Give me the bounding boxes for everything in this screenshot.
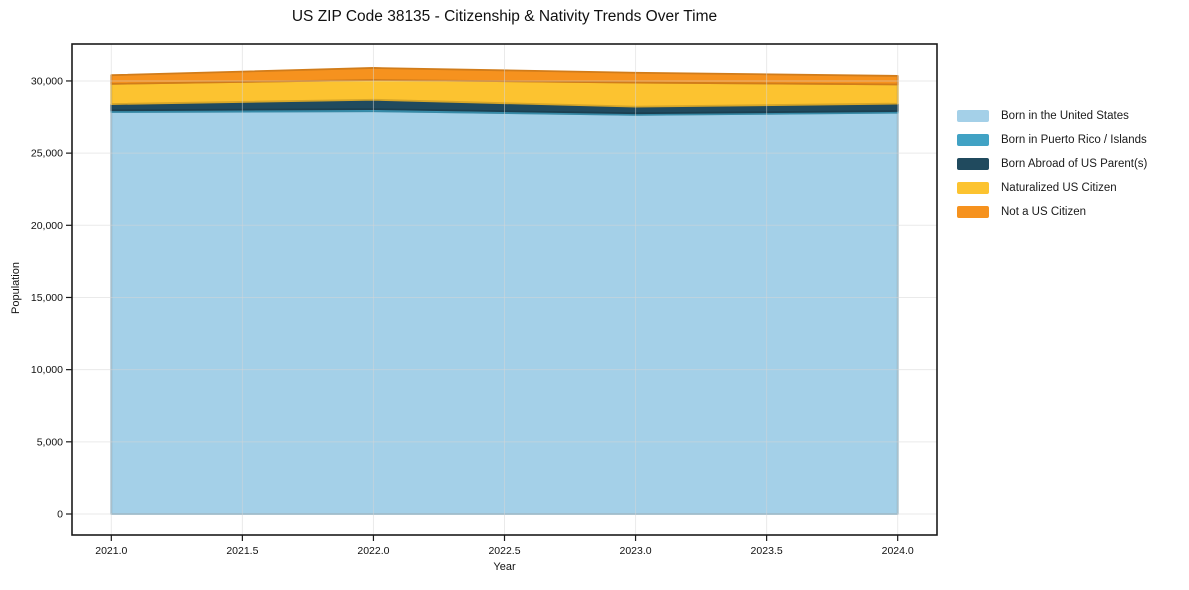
- legend-swatch-icon: [957, 182, 989, 194]
- legend-label: Born in the United States: [1001, 110, 1129, 122]
- x-axis-label: Year: [493, 561, 516, 573]
- x-tick-label-0: 2021.0: [95, 545, 127, 557]
- legend-item-2: Born Abroad of US Parent(s): [957, 152, 1147, 176]
- legend-label: Born Abroad of US Parent(s): [1001, 158, 1148, 170]
- legend-item-3: Naturalized US Citizen: [957, 176, 1147, 200]
- gridlines: [72, 44, 937, 535]
- y-axis-label: Population: [10, 262, 22, 314]
- legend-swatch-icon: [957, 134, 989, 146]
- legend-item-1: Born in Puerto Rico / Islands: [957, 128, 1147, 152]
- legend-label: Not a US Citizen: [1001, 206, 1087, 218]
- y-tick-label-1: 5,000: [37, 436, 63, 448]
- legend: Born in the United States Born in Puerto …: [957, 104, 1147, 224]
- y-tick-label-4: 20,000: [31, 220, 63, 232]
- legend-swatch-icon: [957, 206, 989, 218]
- x-tick-label-3: 2022.5: [488, 545, 520, 557]
- y-tick-label-0: 0: [57, 508, 63, 520]
- legend-item-4: Not a US Citizen: [957, 200, 1147, 224]
- legend-swatch-icon: [957, 158, 989, 170]
- legend-item-0: Born in the United States: [957, 104, 1147, 128]
- axis-ticks: 2021.0 2021.5 2022.0 2022.5 2023.0 2023.5 2024…: [31, 75, 914, 557]
- legend-label: Born in Puerto Rico / Islands: [1001, 134, 1147, 146]
- x-tick-label-4: 2023.0: [619, 545, 651, 557]
- x-tick-label-2: 2022.0: [357, 545, 389, 557]
- y-tick-label-5: 25,000: [31, 148, 63, 160]
- y-tick-label-6: 30,000: [31, 75, 63, 87]
- y-tick-label-2: 10,000: [31, 364, 63, 376]
- y-tick-label-3: 15,000: [31, 292, 63, 304]
- x-tick-label-1: 2021.5: [226, 545, 258, 557]
- x-tick-label-6: 2024.0: [882, 545, 914, 557]
- chart-title: US ZIP Code 38135 - Citizenship & Nativi…: [291, 8, 718, 25]
- legend-swatch-icon: [957, 110, 989, 122]
- x-tick-label-5: 2023.5: [751, 545, 783, 557]
- legend-label: Naturalized US Citizen: [1001, 182, 1117, 194]
